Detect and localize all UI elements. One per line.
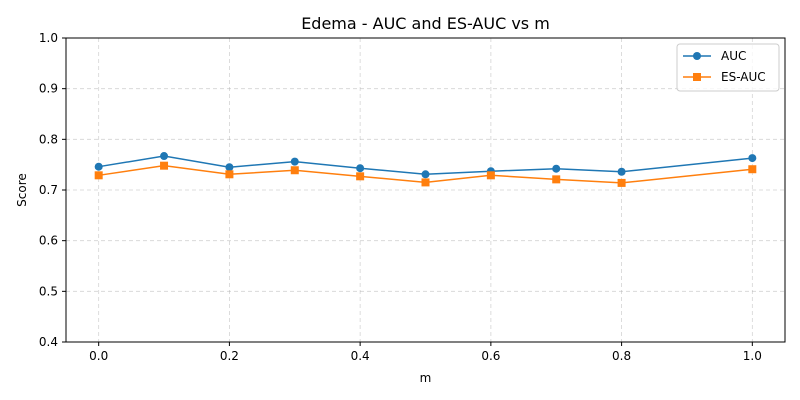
- data-point-auc: [160, 152, 169, 161]
- data-point-es-auc: [421, 178, 430, 187]
- data-point-es-auc: [748, 165, 757, 174]
- x-tick-label: 0.4: [351, 349, 370, 363]
- y-tick-label: 0.8: [39, 132, 58, 146]
- data-point-auc: [748, 154, 757, 163]
- data-point-es-auc: [617, 178, 626, 187]
- data-point-es-auc: [290, 166, 299, 175]
- x-tick-label: 1.0: [743, 349, 762, 363]
- y-tick-label: 1.0: [39, 31, 58, 45]
- chart-title: Edema - AUC and ES-AUC vs m: [301, 14, 550, 33]
- y-tick-label: 0.6: [39, 234, 58, 248]
- data-point-es-auc: [356, 172, 365, 181]
- series-layer: [94, 152, 757, 187]
- data-point-auc: [290, 157, 299, 166]
- legend-label-auc: AUC: [721, 49, 746, 63]
- legend-marker-es-auc: [693, 73, 701, 81]
- y-axis-label: Score: [15, 173, 29, 207]
- x-tick-label: 0.0: [89, 349, 108, 363]
- x-tick-label: 0.8: [612, 349, 631, 363]
- data-point-auc: [356, 164, 365, 173]
- legend-marker-auc: [693, 52, 701, 60]
- series-line-auc: [98, 155, 753, 176]
- data-point-es-auc: [160, 161, 169, 170]
- x-tick-label: 0.6: [481, 349, 500, 363]
- data-point-es-auc: [552, 175, 561, 184]
- data-point-auc: [94, 162, 103, 171]
- legend: AUC ES-AUC: [676, 43, 780, 92]
- y-tick-label: 0.7: [39, 183, 58, 197]
- data-point-es-auc: [486, 171, 495, 180]
- data-point-es-auc: [225, 170, 234, 179]
- axis-ticks: 0.0 0.2 0.4 0.6 0.8 1.0 0.4 0.5 0.6 0.7 0.8 0.9 1.0: [39, 31, 762, 363]
- legend-label-es-auc: ES-AUC: [721, 70, 766, 84]
- series-line-es-auc: [98, 164, 753, 184]
- y-tick-label: 0.9: [39, 82, 58, 96]
- x-tick-label: 0.2: [220, 349, 239, 363]
- data-point-auc: [617, 167, 626, 176]
- data-point-auc: [421, 170, 430, 179]
- data-point-auc: [225, 163, 234, 172]
- y-tick-label: 0.5: [39, 284, 58, 298]
- y-tick-label: 0.4: [39, 335, 58, 349]
- data-point-es-auc: [94, 171, 103, 180]
- data-point-auc: [552, 164, 561, 173]
- x-axis-label: m: [420, 371, 432, 385]
